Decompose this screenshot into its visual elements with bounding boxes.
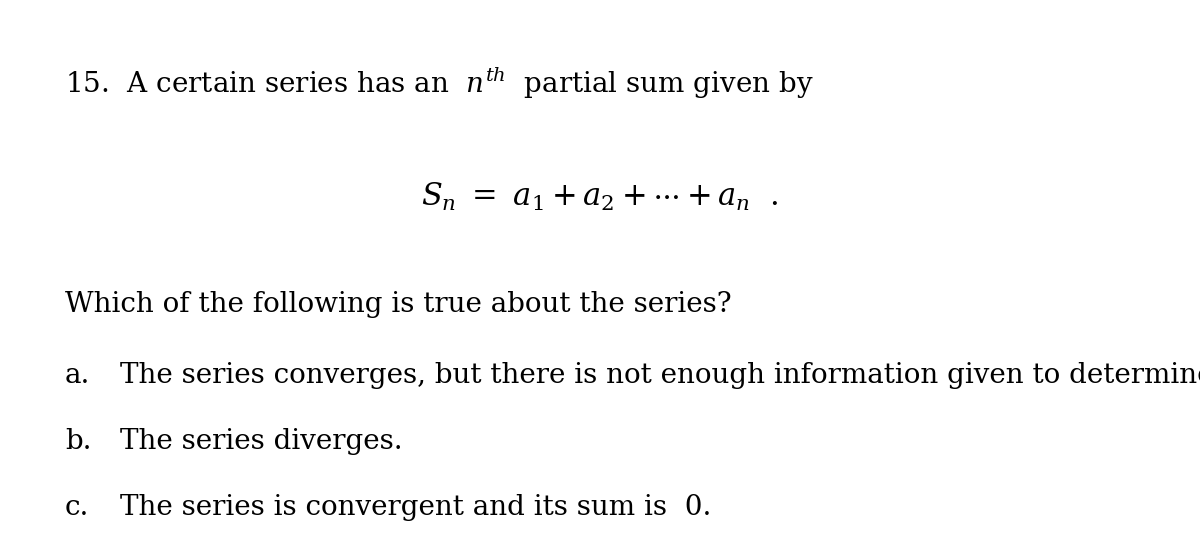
Text: b.: b. <box>65 428 91 455</box>
Text: 15.  A certain series has an  $n^{\mathit{th}}$  partial sum given by: 15. A certain series has an $n^{\mathit{… <box>65 66 814 101</box>
Text: The series is convergent and its sum is  0.: The series is convergent and its sum is … <box>120 494 712 521</box>
Text: c.: c. <box>65 494 89 521</box>
Text: a.: a. <box>65 362 90 389</box>
Text: Which of the following is true about the series?: Which of the following is true about the… <box>65 291 732 318</box>
Text: The series diverges.: The series diverges. <box>120 428 403 455</box>
Text: $S_{n}\ =\ a_{1} + a_{2} + \cdots + a_{n}\ \ .$: $S_{n}\ =\ a_{1} + a_{2} + \cdots + a_{n… <box>421 181 779 213</box>
Text: The series converges, but there is not enough information given to determine the: The series converges, but there is not e… <box>120 362 1200 389</box>
